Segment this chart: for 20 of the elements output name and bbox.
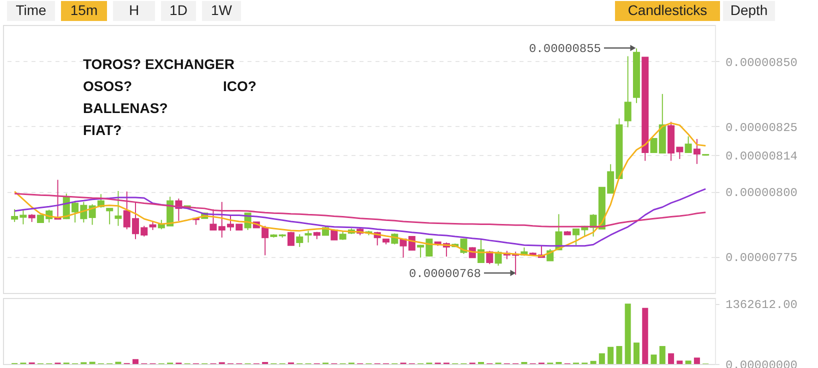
- text: H: [128, 2, 140, 18]
- annotation: 0.00000768: [408, 267, 481, 281]
- y-tick-label: 0.00000814: [726, 150, 798, 164]
- text: 15m: [70, 2, 98, 18]
- text: Time: [16, 2, 47, 18]
- text: 1W: [211, 2, 233, 18]
- annotation: 0.00000855: [528, 42, 601, 56]
- text: 1D: [170, 2, 188, 18]
- text: Candlesticks: [628, 2, 708, 18]
- annotation: FIAT?: [83, 122, 122, 138]
- y-tick-label: 0.00000850: [726, 56, 798, 70]
- text: Depth: [730, 2, 768, 18]
- annotation: BALLENAS?: [83, 100, 168, 116]
- annotation: OSOS?: [83, 78, 132, 94]
- y-tick-label: 0.00000825: [726, 120, 798, 135]
- y-tick-label: 0.00000800: [726, 186, 798, 200]
- annotation: ICO?: [223, 78, 256, 94]
- y-tick-label: 1362612.00: [726, 298, 798, 312]
- annotation: TOROS? EXCHANGER: [83, 56, 234, 72]
- y-tick-label: 0.00000775: [726, 251, 798, 266]
